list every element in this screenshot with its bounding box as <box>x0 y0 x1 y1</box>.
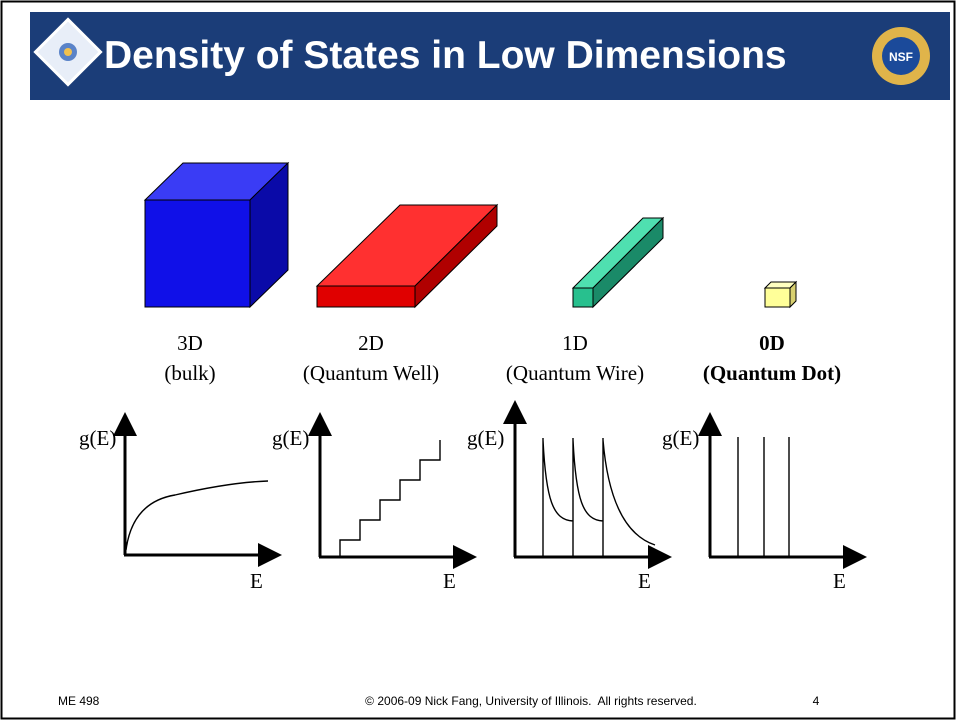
bulk-cube <box>145 163 288 307</box>
footer-course: ME 498 <box>58 694 100 708</box>
dimension-label: 1D <box>562 331 588 355</box>
description-label: (Quantum Well) <box>303 361 439 385</box>
slide: Density of States in Low Dimensions NSF … <box>0 0 957 721</box>
dimension-label: 3D <box>177 331 203 355</box>
y-axis-label: g(E) <box>79 426 116 450</box>
y-axis-label: g(E) <box>467 426 504 450</box>
slide-frame <box>2 2 955 719</box>
y-axis-label: g(E) <box>272 426 309 450</box>
x-axis-label: E <box>833 569 846 593</box>
y-axis-label: g(E) <box>662 426 699 450</box>
nsf-logo: NSF <box>872 27 930 85</box>
x-axis-label: E <box>638 569 651 593</box>
page-number: 4 <box>813 694 820 708</box>
description-label: (Quantum Wire) <box>506 361 644 385</box>
description-label: (Quantum Dot) <box>703 361 841 385</box>
quantum-dot <box>765 282 796 307</box>
svg-text:NSF: NSF <box>889 50 913 64</box>
description-label: (bulk) <box>164 361 215 385</box>
x-axis-label: E <box>250 569 263 593</box>
footer-copyright: © 2006-09 Nick Fang, University of Illin… <box>365 694 697 708</box>
dimension-label: 0D <box>759 331 785 355</box>
x-axis-label: E <box>443 569 456 593</box>
slide-title: Density of States in Low Dimensions <box>104 34 787 77</box>
dimension-label: 2D <box>358 331 384 355</box>
